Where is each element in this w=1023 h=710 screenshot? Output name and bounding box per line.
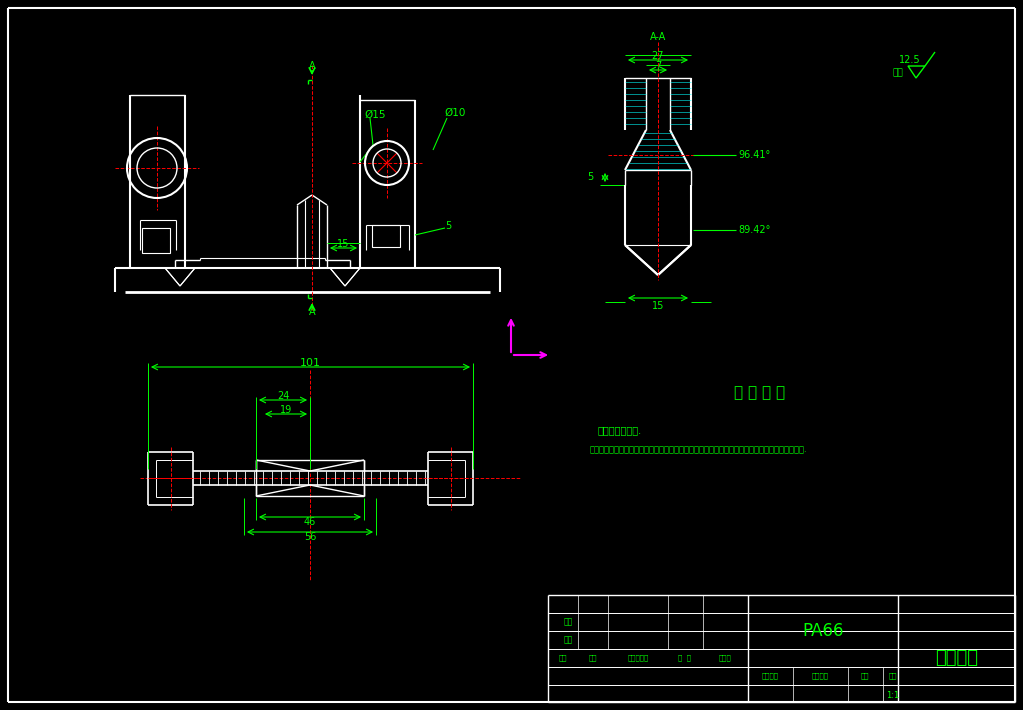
Text: A: A [309, 307, 315, 317]
Text: 15: 15 [652, 301, 664, 311]
Text: 24: 24 [277, 391, 290, 401]
Text: 15: 15 [337, 239, 349, 249]
Text: 5: 5 [587, 173, 593, 182]
Text: 全剪: 全剪 [893, 68, 903, 77]
Text: 审核: 审核 [564, 635, 573, 645]
Text: 铸件表面上不允许有冷隔、裂纹、缩孔和穿透性缺陷及严重的残缺类缺陷（如欠铸、机械损伤等）.: 铸件表面上不允许有冷隔、裂纹、缩孔和穿透性缺陷及严重的残缺类缺陷（如欠铸、机械损… [590, 445, 807, 454]
Text: 比例: 比例 [889, 672, 897, 679]
Text: Ø15: Ø15 [364, 110, 386, 120]
Text: 重量: 重量 [860, 672, 870, 679]
Text: 尼龙拨齿: 尼龙拨齿 [935, 650, 978, 667]
Text: 去除毛刺，抛光.: 去除毛刺，抛光. [598, 425, 642, 435]
Text: PA66: PA66 [802, 622, 844, 640]
Text: 1:1: 1:1 [886, 691, 899, 699]
Text: 更改文件号: 更改文件号 [627, 655, 649, 661]
Text: 图样代号: 图样代号 [761, 672, 779, 679]
Text: 89.42°: 89.42° [738, 225, 770, 235]
Text: A: A [309, 61, 315, 71]
Text: 5: 5 [445, 221, 451, 231]
Text: 7: 7 [655, 61, 661, 71]
Text: 12.5: 12.5 [899, 55, 921, 65]
Text: 签  名: 签 名 [678, 655, 692, 661]
Text: 材料标记: 材料标记 [811, 672, 829, 679]
Text: 年月日: 年月日 [718, 655, 731, 661]
Text: A-A: A-A [650, 32, 666, 42]
Text: 96.41°: 96.41° [738, 150, 770, 160]
Bar [372, 225, 400, 247]
Text: 19: 19 [280, 405, 293, 415]
Text: 技 术 要 求: 技 术 要 求 [735, 386, 786, 400]
Text: 27: 27 [652, 51, 664, 61]
Text: 拟制: 拟制 [564, 618, 573, 626]
Text: 处数: 处数 [589, 655, 597, 661]
Text: 46: 46 [304, 517, 316, 527]
Text: Ø10: Ø10 [444, 108, 465, 118]
Text: 101: 101 [300, 358, 321, 368]
Bar [142, 228, 170, 253]
Text: 56: 56 [304, 532, 316, 542]
Text: 标记: 标记 [559, 655, 567, 661]
